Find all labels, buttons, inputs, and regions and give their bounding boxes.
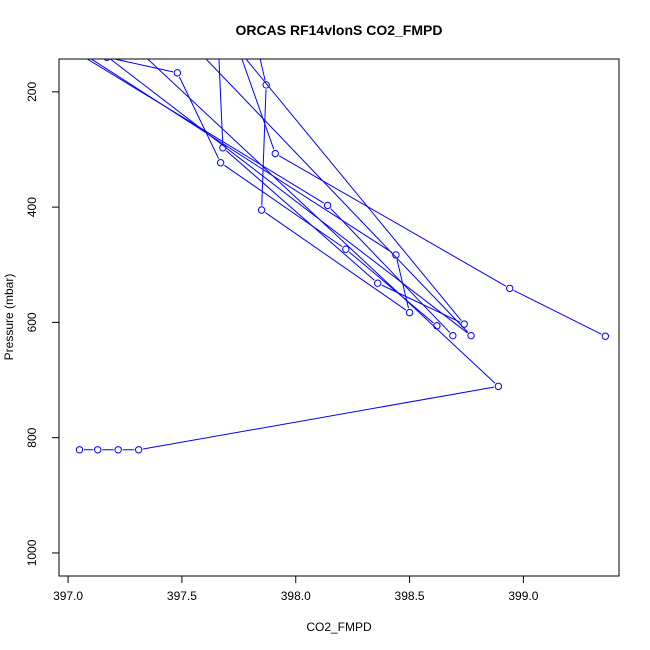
y-tick-label: 1000 (25, 539, 39, 566)
series-5 (74, 30, 475, 340)
series-segment (218, 59, 224, 144)
data-point (93, 446, 102, 454)
x-tick-label: 398.5 (395, 589, 425, 603)
x-tick-label: 399.0 (508, 589, 538, 603)
data-point (117, 30, 123, 36)
series-segment (245, 59, 462, 321)
data-point (236, 47, 242, 53)
data-point (449, 331, 457, 340)
data-point (103, 59, 111, 61)
data-point (262, 81, 270, 89)
y-tick-label: 600 (25, 312, 39, 332)
data-point (494, 382, 503, 391)
data-point (506, 284, 514, 293)
series-segment (178, 76, 220, 159)
data-point (373, 279, 382, 287)
x-tick-label: 398.0 (281, 589, 311, 603)
data-point (216, 159, 225, 167)
data-point (257, 206, 266, 214)
data-point (271, 149, 279, 158)
data-point (460, 320, 468, 328)
data-point (467, 331, 475, 340)
data-point (323, 201, 332, 210)
data-point (134, 446, 143, 454)
series-segment (146, 59, 496, 384)
plot-area-frame (58, 58, 620, 577)
series-layer (60, 30, 610, 454)
series-4 (215, 43, 610, 340)
series-segment (265, 212, 407, 311)
series-segment (143, 386, 495, 450)
data-point (433, 322, 441, 330)
series-segment (224, 164, 343, 248)
series-6 (75, 30, 503, 454)
data-point (215, 43, 221, 49)
series-segment (259, 59, 266, 81)
data-point (75, 446, 84, 454)
data-point (114, 446, 122, 454)
series-segment (330, 208, 451, 333)
series-1 (103, 59, 441, 330)
data-point (60, 38, 66, 44)
data-point (254, 43, 260, 49)
data-point (60, 41, 66, 47)
series-segment (112, 59, 174, 73)
series-segment (109, 59, 468, 334)
series-segment (205, 59, 469, 333)
series-segment (381, 284, 461, 323)
data-point (601, 332, 610, 340)
x-axis-label: CO2_FMPD (306, 620, 372, 634)
y-tick-label: 800 (25, 427, 39, 447)
x-axis: 397.0 397.5 398.0 398.5 399.0 (53, 575, 539, 603)
series-segment (348, 251, 434, 324)
series-segment (241, 59, 275, 150)
x-tick-label: 397.5 (167, 589, 197, 603)
series-2 (60, 41, 457, 340)
chart-title: ORCAS RF14vlonS CO2_FMPD (236, 22, 443, 38)
y-axis-label: Pressure (mbar) (2, 274, 16, 361)
data-point (74, 30, 80, 36)
y-axis: 200 400 600 800 1000 (25, 82, 60, 566)
series-segment (278, 155, 507, 287)
y-tick-label: 200 (25, 82, 39, 102)
data-point (405, 308, 414, 317)
series-segment (261, 89, 267, 206)
series-segment (513, 289, 602, 335)
series-3 (60, 38, 414, 317)
data-point (190, 43, 196, 49)
data-point (392, 251, 400, 259)
data-point (173, 69, 182, 77)
series-segment (90, 59, 393, 253)
y-tick-label: 400 (25, 197, 39, 217)
data-point (342, 245, 350, 253)
series-segment (225, 150, 375, 281)
x-tick-label: 397.0 (53, 589, 83, 603)
